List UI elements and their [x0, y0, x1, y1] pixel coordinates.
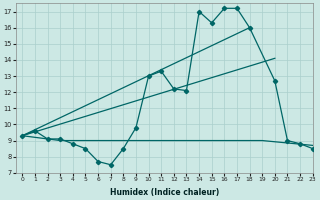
X-axis label: Humidex (Indice chaleur): Humidex (Indice chaleur) — [110, 188, 219, 197]
